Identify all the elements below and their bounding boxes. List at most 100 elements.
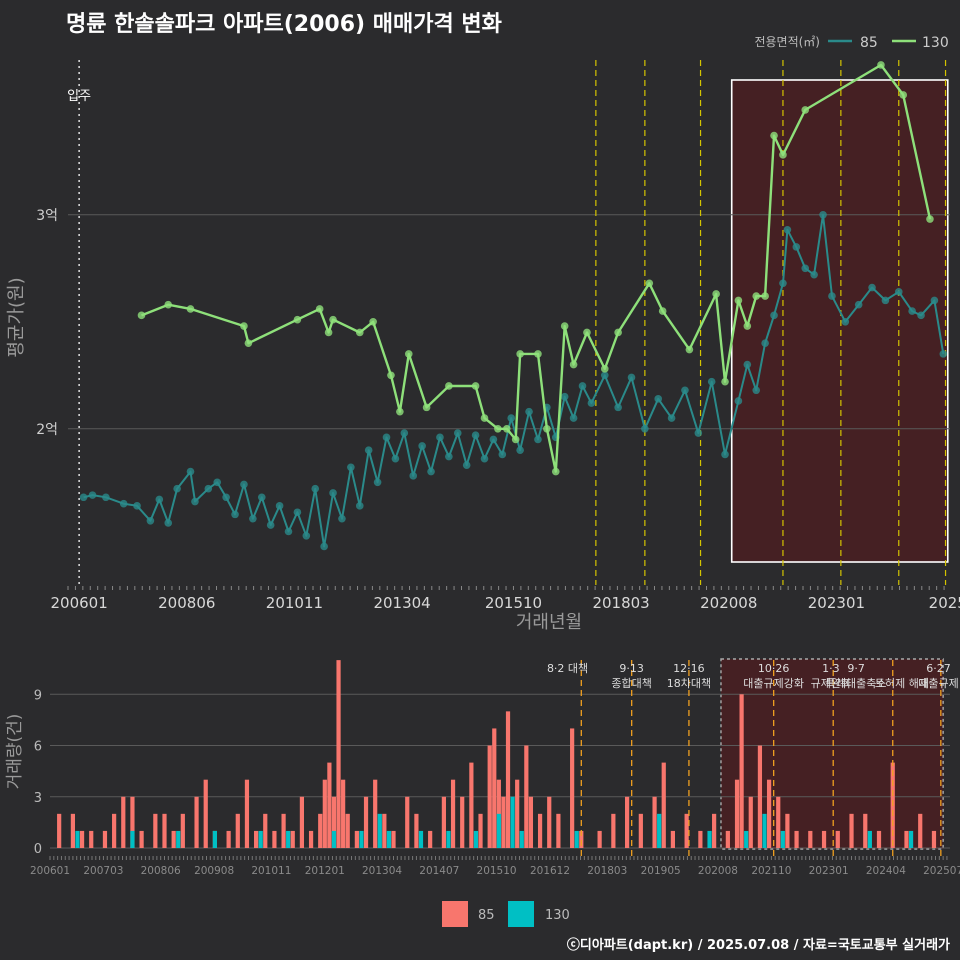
volume-bar-85	[441, 796, 446, 848]
volume-x-tick-label: 201905	[641, 865, 681, 877]
volume-legend-swatch-130	[508, 901, 534, 927]
volume-bar-85	[391, 830, 396, 848]
volume-bar-85	[89, 830, 94, 848]
data-point-85	[868, 283, 876, 292]
data-point-85	[752, 386, 761, 395]
volume-bar-85	[428, 830, 433, 848]
data-point-85	[489, 435, 498, 444]
data-point-85	[560, 392, 569, 401]
volume-x-tick-label: 201201	[305, 865, 345, 877]
volume-bar-130	[707, 830, 712, 848]
data-point-85	[734, 397, 743, 405]
volume-bar-85	[121, 796, 126, 848]
policy-annotation: 12·16	[673, 662, 705, 675]
data-point-130	[743, 322, 752, 330]
data-point-85	[917, 311, 925, 320]
volume-bar-85	[670, 830, 676, 848]
volume-bar-85	[725, 830, 730, 848]
policy-annotation: 18차대책	[667, 677, 711, 690]
data-point-85	[355, 502, 364, 510]
volume-bar-85	[336, 660, 341, 848]
data-point-85	[391, 454, 400, 463]
volume-bar-85	[835, 830, 840, 848]
data-point-85	[627, 373, 636, 382]
volume-x-tick-label: 200908	[194, 865, 234, 877]
data-point-130	[926, 215, 934, 223]
data-point-85	[525, 407, 533, 416]
volume-y-tick-label: 6	[34, 740, 42, 755]
volume-bar-85	[382, 813, 387, 848]
volume-bar-85	[638, 813, 643, 848]
volume-y-axis-label: 거래량(건)	[5, 714, 25, 790]
data-point-85	[347, 463, 355, 472]
data-point-85	[587, 399, 596, 407]
data-point-85	[284, 527, 293, 536]
volume-bar-85	[478, 813, 483, 848]
volume-x-tick-label: 201011	[251, 865, 291, 877]
volume-bar-85	[153, 813, 158, 848]
volume-bar-85	[597, 830, 602, 848]
data-point-130	[369, 317, 377, 326]
volume-bar-85	[308, 830, 314, 848]
volume-bar-85	[460, 796, 465, 848]
volume-bar-85	[112, 813, 117, 848]
data-point-85	[770, 311, 778, 320]
volume-bar-130	[519, 830, 524, 848]
policy-annotation: 8·2 대책	[547, 662, 588, 675]
data-point-85	[854, 300, 863, 309]
volume-bar-85	[235, 813, 240, 848]
volume-bar-85	[171, 830, 176, 848]
data-point-130	[502, 424, 511, 433]
volume-bar-130	[510, 796, 515, 848]
data-point-130	[761, 292, 769, 300]
volume-bar-85	[652, 796, 657, 848]
volume-x-tick-label: 202301	[809, 865, 849, 877]
move-in-label: 입주	[67, 89, 91, 104]
data-point-85	[119, 499, 128, 508]
data-point-85	[418, 442, 426, 450]
data-point-85	[707, 377, 716, 386]
footer-credit: ⓒ디아파트(dapt.kr) / 2025.07.08 / 자료=국토교통부 실…	[566, 938, 950, 953]
data-point-130	[244, 339, 253, 347]
volume-bar-130	[446, 830, 451, 848]
data-point-85	[828, 292, 836, 300]
data-point-130	[329, 315, 337, 324]
data-point-85	[779, 279, 787, 288]
volume-bar-85	[405, 796, 410, 848]
data-point-85	[400, 429, 409, 437]
data-point-85	[373, 478, 382, 487]
volume-x-tick-label: 202404	[866, 865, 906, 877]
volume-bar-85	[766, 779, 772, 848]
y-tick-label: 2억	[36, 422, 58, 438]
data-point-85	[320, 542, 328, 551]
volume-bar-85	[345, 813, 350, 848]
policy-annotation: 규제완화	[811, 677, 851, 690]
volume-x-tick-label: 201407	[419, 865, 459, 877]
volume-y-tick-label: 9	[34, 688, 42, 703]
data-point-85	[231, 510, 239, 519]
volume-bar-85	[524, 745, 529, 848]
data-point-85	[382, 433, 391, 442]
data-point-130	[560, 322, 569, 330]
legend-label-130: 130	[922, 35, 949, 51]
data-point-130	[324, 328, 333, 337]
data-point-85	[338, 514, 346, 523]
data-point-130	[534, 350, 542, 358]
data-point-130	[543, 424, 551, 433]
volume-legend-swatch-85	[442, 901, 468, 927]
data-point-85	[453, 429, 462, 437]
x-tick-label: 200806	[158, 594, 215, 612]
data-point-85	[694, 429, 703, 437]
legend-label-85: 85	[860, 35, 878, 51]
volume-x-tick-label: 200703	[83, 865, 123, 877]
data-point-85	[801, 264, 810, 273]
data-point-85	[146, 517, 155, 525]
data-point-85	[480, 454, 489, 463]
policy-annotation: 9·13	[619, 662, 644, 675]
volume-bar-85	[734, 779, 740, 848]
policy-annotation: 9·7	[847, 662, 865, 675]
data-point-130	[685, 345, 694, 354]
data-point-85	[302, 531, 311, 540]
data-point-130	[404, 350, 413, 358]
volume-bar-85	[327, 762, 332, 848]
